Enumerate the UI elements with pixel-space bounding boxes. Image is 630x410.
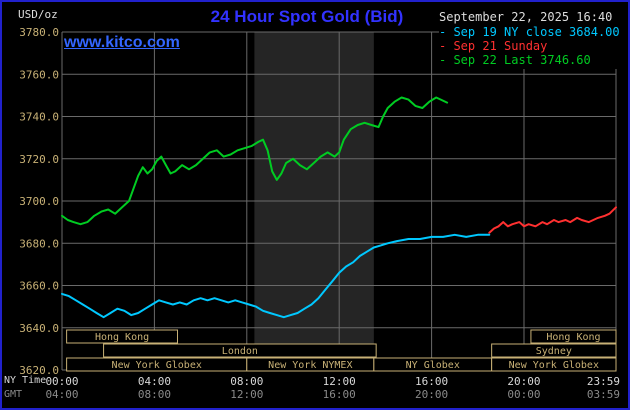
session-label: New York Globex [509, 360, 599, 371]
kitco-website-link[interactable]: www.kitco.com [64, 34, 180, 51]
x-tick-gmt: 20:00 [415, 388, 448, 401]
session-box [491, 357, 617, 372]
session-box [491, 343, 617, 358]
session-box [530, 329, 617, 344]
session-label: New York Globex [112, 360, 202, 371]
price-line-sep-22 [61, 96, 449, 226]
session-label: Sydney [536, 346, 572, 357]
y-tick-label: 3660.0 [19, 280, 59, 293]
legend-item-sep21-sunday: - Sep 21 Sunday [439, 39, 548, 53]
session-box [103, 343, 377, 358]
session-label: New York NYMEX [268, 360, 352, 371]
session-label: NY Globex [406, 360, 460, 371]
x-tick-ny-time: 12:00 [323, 375, 356, 388]
y-tick-label: 3640.0 [19, 322, 59, 335]
chart-datetime: September 22, 2025 16:40 [439, 10, 613, 24]
y-tick-label: 3700.0 [19, 195, 59, 208]
chart-legend: - Sep 19 NY close 3684.00 - Sep 21 Sunda… [439, 25, 623, 69]
y-tick-label: 3720.0 [19, 153, 59, 166]
x-tick-ny-time: 23:59 [587, 375, 620, 388]
price-units-label: USD/oz [18, 8, 58, 21]
x-tick-gmt: 08:00 [138, 388, 171, 401]
session-label: London [222, 346, 258, 357]
x-tick-gmt: 04:00 [45, 388, 78, 401]
legend-item-sep22-last: - Sep 22 Last 3746.60 [439, 53, 591, 67]
price-line-sep-19-ny-close [61, 233, 491, 319]
x-tick-ny-time: 04:00 [138, 375, 171, 388]
chart-title: 24 Hour Spot Gold (Bid) [210, 7, 404, 26]
x-tick-gmt: 12:00 [230, 388, 263, 401]
gmt-axis-label: GMT [4, 389, 23, 400]
x-tick-ny-time: 20:00 [507, 375, 540, 388]
ny-time-axis-label: NY Time [4, 375, 47, 386]
price-line-sep-21-sunday [488, 206, 617, 234]
session-label: Hong Kong [95, 332, 149, 343]
x-tick-gmt: 16:00 [323, 388, 356, 401]
x-tick-ny-time: 16:00 [415, 375, 448, 388]
x-tick-ny-time: 00:00 [45, 375, 78, 388]
x-tick-gmt: 03:59 [587, 388, 620, 401]
session-box [66, 329, 178, 344]
x-tick-gmt: 00:00 [507, 388, 540, 401]
legend-item-sep19-close: - Sep 19 NY close 3684.00 [439, 25, 620, 39]
y-tick-label: 3760.0 [19, 68, 59, 81]
session-label: Hong Kong [546, 332, 600, 343]
y-tick-label: 3780.0 [19, 26, 59, 39]
x-tick-ny-time: 08:00 [230, 375, 263, 388]
y-tick-label: 3620.0 [19, 364, 59, 377]
y-tick-label: 3740.0 [19, 111, 59, 124]
y-tick-label: 3680.0 [19, 237, 59, 250]
